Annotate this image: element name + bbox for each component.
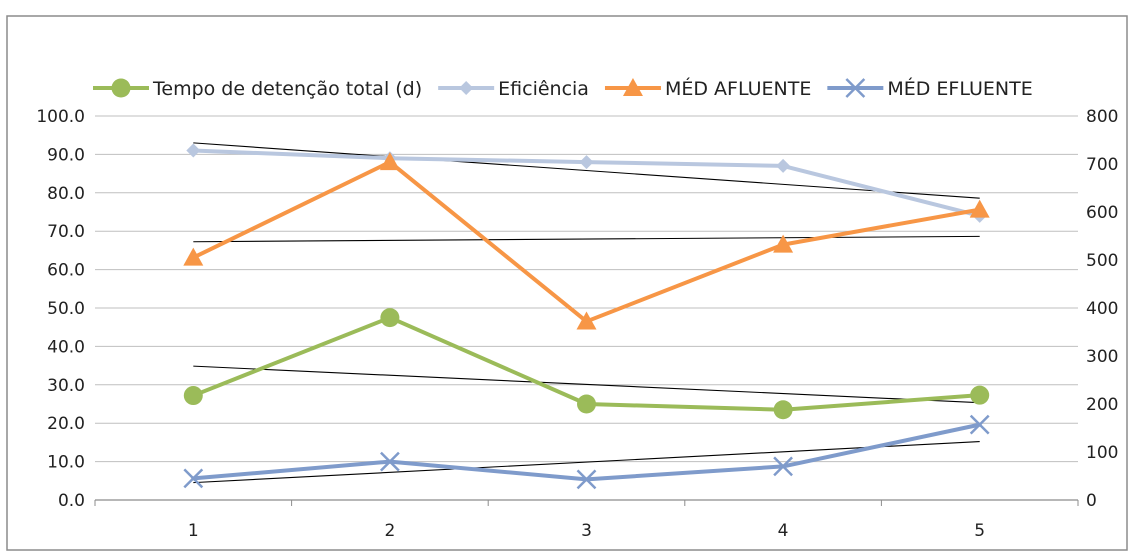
data-point	[969, 199, 990, 218]
y-right-tick-label: 100	[1086, 443, 1118, 463]
axes: 0.0 10.0 20.0 30.0 40.0 50.0 60.0 70.0 80.0 90.0 1…	[36, 107, 1118, 541]
y-left-tick-label: 0.0	[58, 491, 85, 511]
data-point	[576, 311, 597, 330]
y-left-tick-label: 40.0	[47, 337, 85, 357]
trendline	[193, 142, 980, 199]
y-left-tick-label: 30.0	[47, 376, 85, 396]
series-group	[183, 143, 990, 490]
x-tick-label: 3	[581, 521, 592, 541]
legend-label: Tempo de detenção total (d)	[152, 78, 422, 100]
y-left-tick-label: 10.0	[47, 453, 85, 473]
data-point	[622, 78, 643, 96]
data-point	[183, 386, 203, 406]
data-point	[183, 247, 204, 266]
y-left-tick-label: 70.0	[47, 222, 85, 242]
y-right-tick-label: 200	[1086, 395, 1118, 415]
trendlines	[193, 142, 980, 484]
data-point	[379, 152, 400, 171]
x-tick-label: 5	[974, 521, 985, 541]
legend-label: MÉD EFLUENTE	[887, 77, 1032, 100]
y-left-tick-label: 60.0	[47, 261, 85, 281]
legend-label: MÉD AFLUENTE	[665, 77, 811, 100]
legend: Tempo de detenção total (d) Eficiência MÉD…	[93, 77, 1033, 100]
y-right-tick-label: 700	[1086, 155, 1118, 175]
data-point	[970, 385, 990, 405]
trendline	[193, 365, 980, 404]
y-left-tick-label: 90.0	[47, 145, 85, 165]
chart-border	[6, 15, 1128, 551]
y-left-tick-label: 80.0	[47, 184, 85, 204]
data-point	[186, 143, 201, 158]
y-right-tick-label: 300	[1086, 347, 1118, 367]
trendline	[193, 235, 980, 243]
data-point	[577, 394, 596, 414]
y-left-tick-label: 50.0	[47, 299, 85, 319]
y-right-tick-label: 0	[1086, 491, 1097, 511]
data-point	[380, 308, 400, 328]
y-left-tick-label: 100.0	[36, 107, 85, 127]
data-point	[845, 78, 866, 98]
data-point	[776, 158, 791, 173]
x-tick-label: 2	[384, 521, 395, 541]
data-point	[380, 451, 400, 472]
y-right-tick-label: 500	[1086, 251, 1118, 271]
legend-label: Eficiência	[498, 78, 589, 100]
data-point	[576, 469, 597, 490]
x-tick-label: 4	[778, 521, 789, 541]
y-right-tick-label: 800	[1086, 107, 1118, 127]
data-point	[459, 81, 474, 95]
data-point	[183, 468, 204, 489]
data-point	[969, 414, 990, 435]
trendline	[193, 440, 980, 484]
data-point	[111, 78, 131, 98]
y-right-tick-label: 400	[1086, 299, 1118, 319]
y-right-tick-label: 600	[1086, 203, 1118, 223]
y-left-tick-label: 20.0	[47, 414, 85, 434]
data-point	[773, 400, 793, 420]
data-point	[579, 155, 594, 170]
data-point	[773, 456, 793, 477]
x-tick-label: 1	[188, 521, 199, 541]
data-point	[773, 234, 794, 253]
